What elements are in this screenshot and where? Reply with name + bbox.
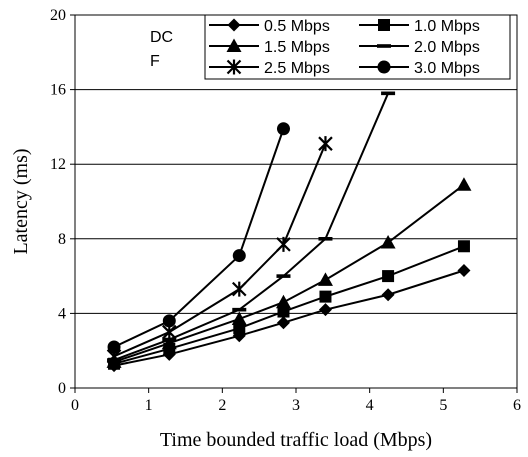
series-2.0-mbps	[107, 91, 396, 362]
legend-item: 3.0 Mbps	[359, 60, 480, 77]
data-point	[318, 136, 333, 152]
data-point	[277, 305, 290, 318]
legend-label: 0.5 Mbps	[264, 18, 330, 35]
legend-item: 1.0 Mbps	[359, 18, 480, 35]
series-3.0-mbps	[107, 122, 290, 354]
x-tick-label: 4	[366, 397, 374, 414]
data-point	[276, 316, 290, 330]
legend-marker	[377, 44, 391, 48]
data-point	[107, 340, 121, 354]
y-tick-label: 12	[50, 156, 66, 173]
y-tick-label: 4	[58, 305, 66, 322]
y-tick-label: 16	[50, 82, 66, 99]
series-line	[113, 128, 285, 348]
data-point	[381, 288, 395, 302]
data-point	[232, 249, 246, 263]
legend-label: 1.5 Mbps	[264, 39, 330, 56]
data-point	[232, 307, 247, 312]
data-point	[162, 314, 176, 328]
x-tick-label: 1	[145, 397, 153, 414]
y-tick-label: 8	[58, 231, 66, 248]
legend-item: 1.5 Mbps	[209, 38, 330, 56]
legend-label: 2.5 Mbps	[264, 60, 330, 77]
data-point	[318, 303, 332, 317]
data-point	[275, 294, 291, 309]
data-point	[276, 122, 290, 136]
data-point	[318, 237, 333, 241]
data-point	[233, 322, 246, 335]
x-tick-label: 3	[292, 397, 300, 414]
legend-label: 2.0 Mbps	[414, 39, 480, 56]
legend-marker	[377, 60, 391, 74]
x-axis-title: Time bounded traffic load (Mbps)	[160, 429, 432, 451]
series-line	[113, 92, 390, 361]
series	[106, 91, 472, 373]
series-1.5-mbps	[106, 177, 472, 368]
legend: 0.5 Mbps 1.0 Mbps 1.5 Mbps 2.0 Mbps 2.5 Mbps…	[204, 14, 511, 80]
legend-item: 2.0 Mbps	[359, 39, 480, 56]
x-tick-label: 2	[218, 397, 226, 414]
data-point	[382, 270, 395, 283]
annotation-f: F	[150, 53, 160, 70]
data-point	[380, 235, 396, 249]
data-point	[276, 274, 291, 278]
y-axis-title: Latency (ms)	[10, 148, 32, 254]
data-point	[457, 264, 471, 278]
legend-marker	[226, 59, 242, 75]
series-2.5-mbps	[106, 136, 333, 364]
x-tick-label: 6	[513, 397, 521, 414]
data-point	[319, 290, 332, 303]
data-point	[457, 240, 470, 253]
data-point	[161, 335, 177, 350]
data-point	[456, 177, 472, 191]
legend-label: 1.0 Mbps	[414, 18, 480, 35]
y-tick-label: 0	[58, 380, 66, 397]
data-point	[381, 91, 396, 96]
legend-marker	[227, 18, 241, 32]
series-line	[113, 143, 327, 358]
legend-marker	[378, 19, 390, 31]
legend-label: 3.0 Mbps	[414, 60, 480, 77]
series-0.5-mbps	[107, 264, 471, 373]
data-point	[317, 272, 333, 286]
data-point	[231, 311, 247, 325]
annotation-dc: DC	[150, 29, 173, 46]
x-tick-label: 0	[71, 397, 79, 414]
legend-item: 0.5 Mbps	[209, 18, 330, 35]
legend-item: 2.5 Mbps	[209, 59, 330, 77]
data-point	[276, 236, 291, 252]
legend-marker	[226, 38, 242, 52]
y-tick-label: 20	[50, 7, 66, 24]
x-tick-label: 5	[439, 397, 447, 414]
data-point	[231, 281, 247, 297]
